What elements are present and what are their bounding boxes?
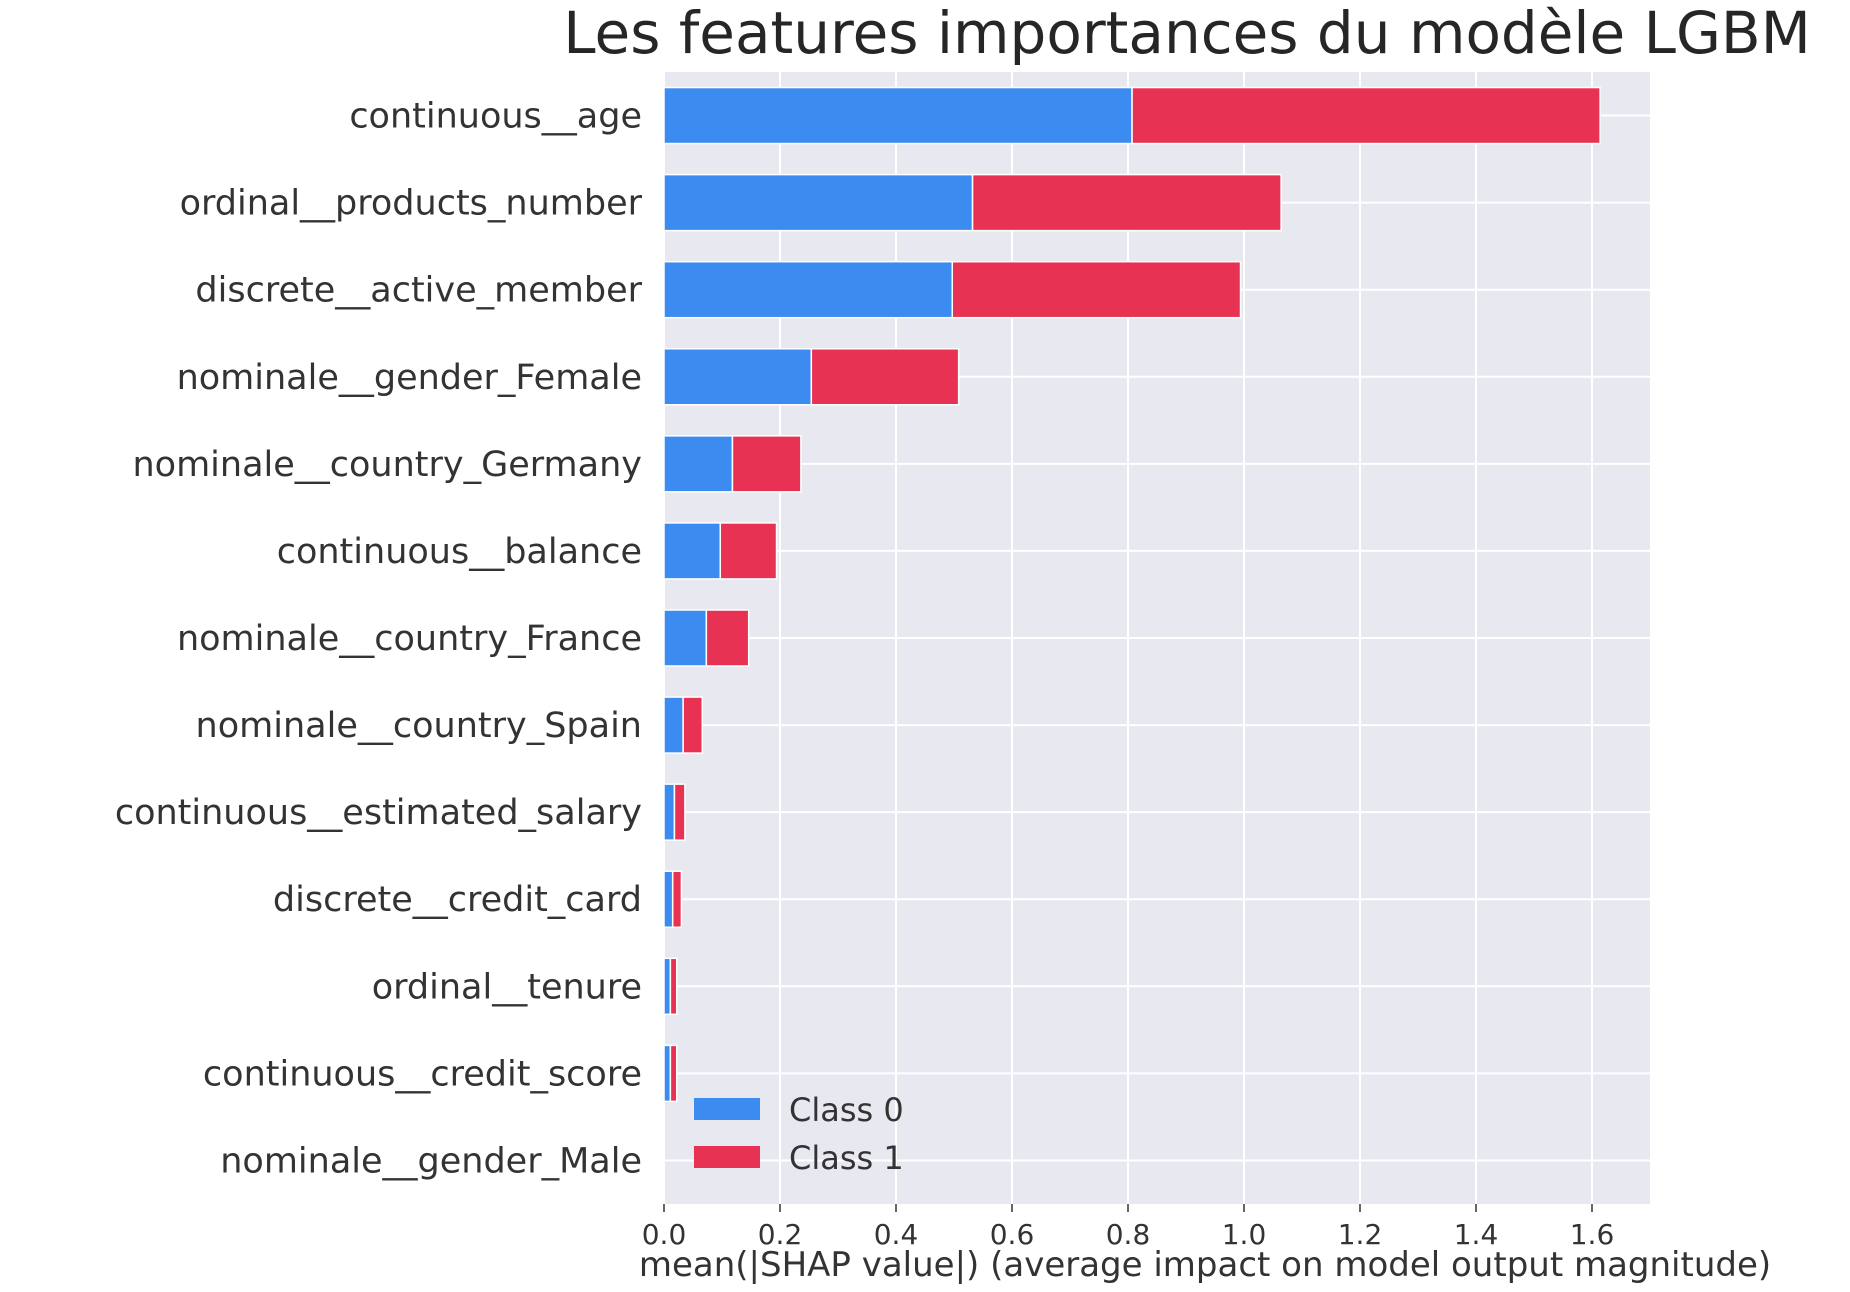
bar-class-0 xyxy=(663,783,676,841)
y-tick-label: nominale__country_Germany xyxy=(132,445,642,485)
y-tick-label: continuous__estimated_salary xyxy=(115,793,642,833)
bar-class-0 xyxy=(663,957,672,1016)
bar-class-1 xyxy=(673,783,686,841)
bar-class-0 xyxy=(663,86,1133,145)
bar-class-1 xyxy=(669,1044,678,1103)
legend-swatch xyxy=(694,1098,760,1120)
x-tick-label: 1.2 xyxy=(1338,1218,1383,1251)
bar-class-0 xyxy=(663,1044,672,1103)
x-tick-label: 1.6 xyxy=(1570,1218,1615,1251)
legend-swatch xyxy=(694,1146,760,1168)
y-tick-label: discrete__active_member xyxy=(195,271,642,311)
bar-class-0 xyxy=(663,696,684,754)
y-tick-label: discrete__credit_card xyxy=(273,880,642,920)
x-tick-labels: 0.0 0.2 0.4 0.6 0.8 1.0 1.2 1.4 1.6 xyxy=(642,1204,1615,1251)
bar-class-1 xyxy=(719,522,778,580)
x-tick-label: 0.4 xyxy=(874,1218,919,1251)
bar-class-0 xyxy=(663,435,734,493)
bar-class-1 xyxy=(731,435,802,493)
y-tick-label: nominale__country_France xyxy=(177,619,642,659)
y-tick-label: ordinal__tenure xyxy=(372,967,642,1007)
legend-label: Class 0 xyxy=(789,1091,904,1129)
bar-class-0 xyxy=(663,522,722,580)
bar-class-0 xyxy=(663,173,974,232)
bar-class-0 xyxy=(663,609,708,667)
bar-class-1 xyxy=(671,870,683,928)
x-tick-label: 0.2 xyxy=(758,1218,803,1251)
legend: Class 0 Class 1 xyxy=(694,1091,904,1177)
bars-layer xyxy=(663,86,1601,1103)
bar-class-1 xyxy=(1131,86,1601,145)
y-tick-label: continuous__credit_score xyxy=(203,1054,642,1094)
x-tick-label: 1.0 xyxy=(1222,1218,1267,1251)
bar-class-0 xyxy=(663,260,954,319)
x-tick-label: 0.6 xyxy=(990,1218,1035,1251)
bar-class-0 xyxy=(663,348,813,406)
bar-class-1 xyxy=(682,696,704,754)
bar-class-0 xyxy=(663,870,674,928)
y-tick-label: continuous__balance xyxy=(277,532,642,572)
x-tick-label: 0.8 xyxy=(1106,1218,1151,1251)
bar-class-1 xyxy=(951,260,1242,319)
bar-class-1 xyxy=(705,609,750,667)
bar-class-1 xyxy=(971,173,1282,232)
x-axis-label: mean(|SHAP value|) (average impact on mo… xyxy=(639,1245,1771,1285)
y-tick-label: continuous__age xyxy=(349,97,642,137)
y-tick-label: nominale__gender_Female xyxy=(177,358,642,398)
bar-class-1 xyxy=(669,957,678,1016)
y-tick-labels: continuous__age ordinal__products_numberd… xyxy=(115,97,643,1182)
bar-class-1 xyxy=(810,348,960,406)
y-tick-label: nominale__gender_Male xyxy=(220,1141,642,1181)
x-tick-label: 0.0 xyxy=(642,1218,687,1251)
y-tick-label: ordinal__products_number xyxy=(180,184,643,224)
legend-label: Class 1 xyxy=(789,1139,904,1177)
x-tick-label: 1.4 xyxy=(1454,1218,1499,1251)
y-tick-label: nominale__country_Spain xyxy=(196,706,642,746)
chart-title: Les features importances du modèle LGBM xyxy=(563,0,1811,67)
